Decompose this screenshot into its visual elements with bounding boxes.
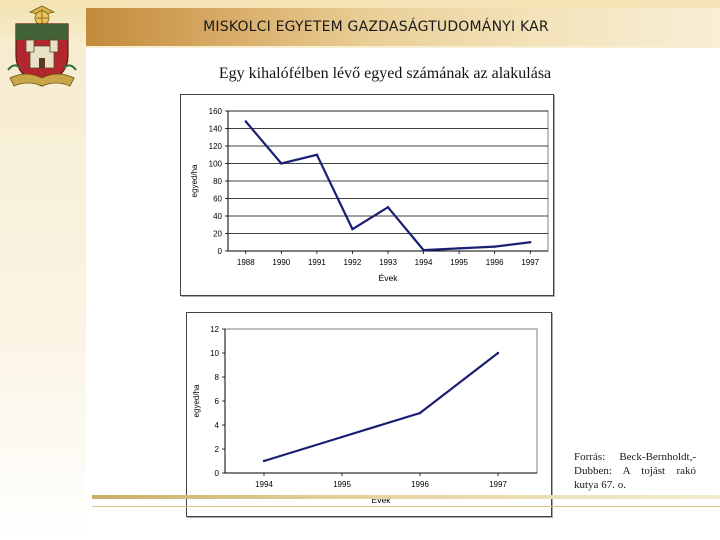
y-tick-label: 4 <box>215 421 220 430</box>
x-tick-label: 1997 <box>489 480 507 489</box>
y-tick-label: 20 <box>213 230 222 239</box>
y-axis-label: egyed/ha <box>192 384 201 417</box>
y-tick-label: 100 <box>209 160 223 169</box>
x-tick-label: 1994 <box>415 258 433 267</box>
university-crest-icon <box>7 5 77 87</box>
series-line <box>263 352 499 463</box>
data-point <box>422 248 425 252</box>
data-point <box>340 435 344 439</box>
y-tick-label: 60 <box>213 195 222 204</box>
y-axis-label: egyed/ha <box>190 164 199 197</box>
x-tick-label: 1992 <box>344 258 362 267</box>
x-tick-label: 1993 <box>379 258 397 267</box>
y-tick-label: 120 <box>209 142 223 151</box>
data-point <box>262 459 266 463</box>
chart-1-svg: 0 20 40 60 80 100 120 140 160 1988 1990 1991 1992 199… <box>190 107 549 283</box>
slide-title: Egy kihalófélben lévő egyed számának az … <box>218 65 552 82</box>
x-axis-label: Évek <box>379 273 399 283</box>
data-point <box>280 162 283 165</box>
y-tick-label: 160 <box>209 107 223 116</box>
y-tick-label: 6 <box>215 397 220 406</box>
chart-2-svg: 0 2 4 6 8 10 12 1994 1995 1996 1997 Évek egyed/ha <box>192 325 538 505</box>
y-tick-label: 8 <box>215 373 220 382</box>
data-point <box>418 411 422 415</box>
x-tick-label: 1995 <box>333 480 351 489</box>
series-line <box>244 120 531 252</box>
x-tick-label: 1996 <box>411 480 429 489</box>
left-decor-strip <box>0 48 86 540</box>
x-tick-label: 1997 <box>521 258 539 267</box>
x-tick-label: 1994 <box>255 480 273 489</box>
bottom-decor-rule <box>92 495 720 499</box>
plot-area-frame <box>224 328 538 474</box>
y-tick-label: 0 <box>218 247 223 256</box>
y-tick-label: 2 <box>215 445 220 454</box>
header-title: MISKOLCI EGYETEM GAZDASÁGTUDOMÁNYI KAR <box>203 19 549 35</box>
y-tick-label: 12 <box>210 325 219 334</box>
y-tick-label: 10 <box>210 349 219 358</box>
data-point <box>457 247 461 250</box>
chart-population-1994-1997: 0 2 4 6 8 10 12 1994 1995 1996 1997 Évek egyed/ha <box>186 312 552 517</box>
x-tick-label: 1990 <box>272 258 290 267</box>
data-point <box>529 241 532 244</box>
data-point <box>493 245 496 248</box>
y-tick-label: 40 <box>213 212 222 221</box>
header-gradient <box>86 8 720 46</box>
x-tick-label: 1991 <box>308 258 326 267</box>
x-axis-label: Évek <box>372 495 392 505</box>
data-point <box>244 120 247 123</box>
bottom-decor-thin-rule <box>92 506 720 507</box>
data-point <box>386 206 390 209</box>
data-point <box>496 351 500 355</box>
y-tick-label: 0 <box>215 469 220 478</box>
source-note: Forrás: Beck-Bernholdt,-Dubben: A tojást… <box>574 451 696 491</box>
data-point <box>351 227 354 231</box>
chart-population-1988-1997: 0 20 40 60 80 100 120 140 160 1988 1990 1991 1992 199… <box>180 94 554 296</box>
y-tick-label: 80 <box>213 177 222 186</box>
data-point <box>315 153 319 156</box>
y-tick-label: 140 <box>209 125 223 134</box>
x-tick-label: 1988 <box>237 258 255 267</box>
x-tick-label: 1996 <box>486 258 504 267</box>
x-tick-label: 1995 <box>450 258 468 267</box>
